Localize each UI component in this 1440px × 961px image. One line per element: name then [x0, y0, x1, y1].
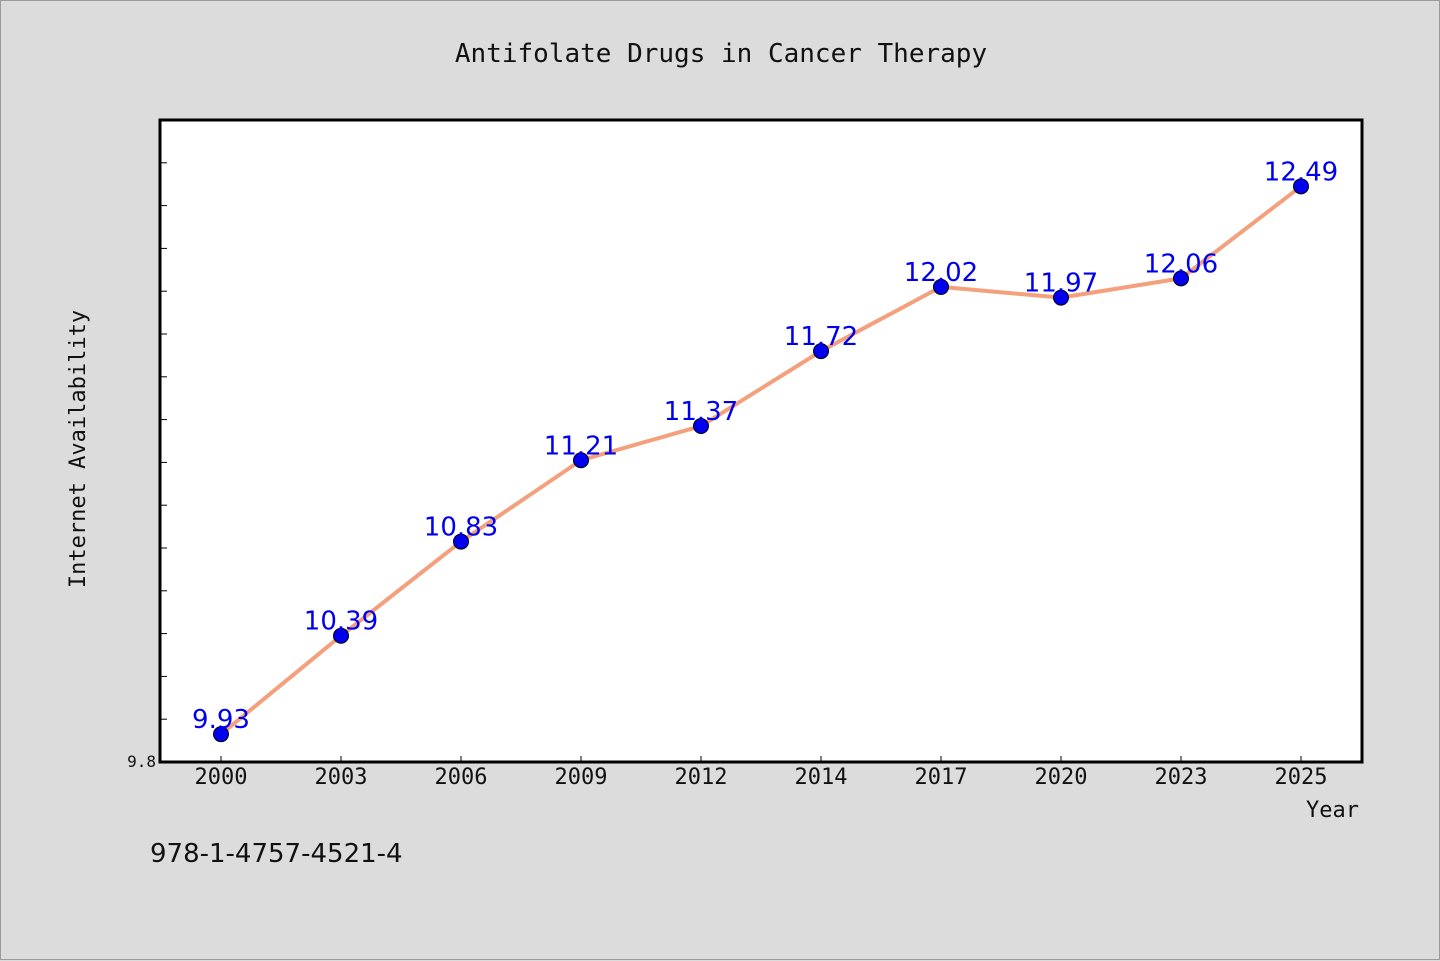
x-tick-label: 2020: [1035, 765, 1088, 790]
series-layer: [213, 178, 1309, 743]
y-axis-label: Internet Availability: [66, 310, 91, 588]
data-label: 10.39: [304, 607, 378, 637]
x-tick-label: 2006: [435, 765, 488, 790]
x-tick-label: 2014: [795, 765, 848, 790]
y-tick-label: 9.8: [127, 752, 156, 771]
y-axis-ticks: 9.8: [127, 119, 167, 771]
data-point-marker: [933, 278, 949, 295]
x-tick-label: 2003: [315, 765, 368, 790]
data-point-marker: [213, 726, 229, 743]
x-axis-ticks: 2000 2003 2006 2009 2012 2014 2017 2020 2023 2025: [195, 756, 1328, 790]
plot-area: [158, 118, 1364, 764]
series-line: [219, 184, 1303, 737]
x-axis-label: Year: [1306, 798, 1359, 823]
data-point-marker: [333, 627, 349, 644]
data-point-marker: [573, 452, 589, 469]
x-tick-label: 2000: [195, 765, 248, 790]
data-label: 12.49: [1264, 157, 1338, 187]
data-label-layer: 9.93 10.39 10.83 11.21 11.37 11.72 12.02 11.97 1…: [192, 157, 1338, 735]
data-label: 11.21: [544, 431, 618, 461]
footer-isbn: 978-1-4757-4521-4: [150, 839, 403, 869]
data-label: 11.37: [664, 397, 738, 427]
x-tick-label: 2009: [555, 765, 608, 790]
data-point-marker: [813, 343, 829, 360]
data-label: 9.93: [192, 705, 250, 735]
data-point-marker: [1053, 289, 1069, 306]
data-label: 12.02: [904, 258, 978, 288]
data-label: 12.06: [1144, 249, 1218, 279]
data-label: 10.83: [424, 513, 498, 543]
data-point-marker: [1293, 178, 1309, 195]
data-label: 11.72: [784, 322, 858, 352]
chart-title: Antifolate Drugs in Cancer Therapy: [455, 39, 987, 69]
x-tick-label: 2017: [915, 765, 968, 790]
x-tick-label: 2025: [1275, 765, 1328, 790]
data-point-marker: [693, 418, 709, 435]
data-point-marker: [453, 533, 469, 550]
data-label: 11.97: [1024, 269, 1098, 299]
x-tick-label: 2023: [1155, 765, 1208, 790]
data-point-marker: [1173, 270, 1189, 287]
x-tick-label: 2012: [675, 765, 728, 790]
